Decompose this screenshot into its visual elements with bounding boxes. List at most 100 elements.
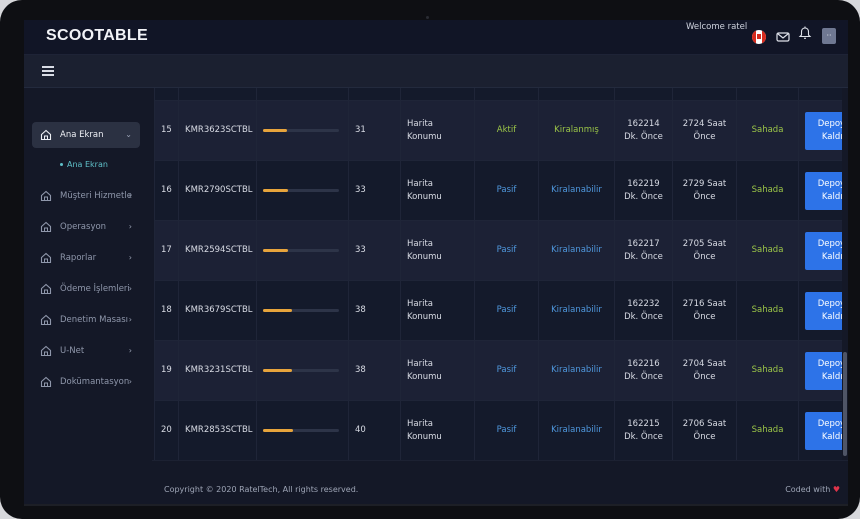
location-cell[interactable]: Harita Konumu bbox=[400, 100, 475, 161]
location-line-1: Harita bbox=[407, 418, 433, 429]
battery-bar-fill bbox=[263, 309, 292, 312]
location-line-2: Konumu bbox=[407, 431, 442, 442]
battery-cell bbox=[256, 280, 349, 341]
last-update-value: 162214 bbox=[627, 118, 660, 129]
sidebar-item-2[interactable]: Müşteri Hizmetle › bbox=[32, 183, 140, 209]
sidebar-item-8[interactable]: Dokümantasyon › bbox=[32, 369, 140, 395]
battery-bar-fill bbox=[263, 429, 294, 432]
last-update-cell: 162214 Dk. Önce bbox=[614, 100, 673, 161]
canada-flag-icon[interactable] bbox=[752, 30, 766, 44]
battery-cell bbox=[256, 400, 349, 460]
rent-status: Kiralanabilir bbox=[538, 160, 615, 221]
mail-icon[interactable] bbox=[776, 30, 790, 44]
move-to-depot-button[interactable]: Depoya Kaldır bbox=[805, 351, 844, 390]
last-update-unit: Dk. Önce bbox=[624, 431, 663, 442]
move-to-depot-button[interactable]: Depoya Kaldır bbox=[805, 111, 844, 150]
scrollbar-thumb[interactable] bbox=[843, 352, 847, 456]
battery-bar bbox=[263, 189, 339, 192]
move-to-depot-button[interactable]: Depoya Kaldır bbox=[805, 411, 844, 450]
status-badge: Pasif bbox=[474, 280, 539, 341]
location-cell[interactable]: Harita Konumu bbox=[400, 400, 475, 460]
user-avatar[interactable]: ·· bbox=[822, 28, 836, 44]
location-cell[interactable]: Harita Konumu bbox=[400, 340, 475, 401]
welcome-text: Welcome ratel bbox=[686, 22, 748, 32]
status-badge: Pasif bbox=[474, 220, 539, 281]
sidebar-item-5[interactable]: Ödeme İşlemleri › bbox=[32, 276, 140, 302]
chevron-icon: › bbox=[128, 253, 132, 262]
scrollbar-track[interactable] bbox=[842, 88, 847, 460]
hours-cell: 2705 Saat Önce bbox=[672, 220, 737, 281]
sidebar-item-label: Ana Ekran bbox=[60, 130, 104, 140]
action-cell: Depoya Kaldır bbox=[798, 220, 844, 281]
move-to-depot-button[interactable]: Depoya Kaldır bbox=[805, 291, 844, 330]
hours-cell: 2724 Saat Önce bbox=[672, 100, 737, 161]
row-number: 16 bbox=[154, 160, 179, 221]
location-line-2: Konumu bbox=[407, 311, 442, 322]
button-line-1: Depoya bbox=[817, 178, 844, 189]
chevron-icon: › bbox=[128, 377, 132, 386]
chevron-icon: › bbox=[128, 222, 132, 231]
hours-value: 2704 Saat bbox=[682, 358, 727, 369]
last-update-unit: Dk. Önce bbox=[624, 191, 663, 202]
copyright-text: Copyright © 2020 RatelTech, All rights r… bbox=[164, 485, 359, 494]
sidebar: Ana Ekran ⌄ Müşteri Hizmetle › Operasyon › Rap… bbox=[24, 88, 152, 504]
scooter-code: KMR3231SCTBL bbox=[178, 340, 257, 401]
last-update-value: 162215 bbox=[627, 418, 660, 429]
heart-icon: ♥ bbox=[832, 485, 840, 494]
rent-status: Kiralanabilir bbox=[538, 340, 615, 401]
battery-bar bbox=[263, 129, 339, 132]
location-line-2: Konumu bbox=[407, 191, 442, 202]
table-row: 17 KMR2594SCTBL 33 Harita Konumu Pasif Kiralan… bbox=[154, 220, 844, 281]
last-update-unit: Dk. Önce bbox=[624, 131, 663, 142]
brand-logo[interactable]: SCOOTABLE bbox=[46, 27, 148, 44]
rent-status: Kiralanabilir bbox=[538, 220, 615, 281]
location-line-2: Konumu bbox=[407, 251, 442, 262]
home-icon bbox=[40, 221, 52, 233]
move-to-depot-button[interactable]: Depoya Kaldır bbox=[805, 231, 844, 270]
sidebar-item-1[interactable]: Ana Ekran ⌄ bbox=[32, 122, 140, 148]
rent-status: Kiralanabilir bbox=[538, 400, 615, 460]
battery-bar bbox=[263, 369, 339, 372]
hours-unit: Önce bbox=[693, 371, 716, 382]
last-update-unit: Dk. Önce bbox=[624, 311, 663, 322]
move-to-depot-button[interactable]: Depoya Kaldır bbox=[805, 171, 844, 210]
battery-value: 38 bbox=[348, 340, 401, 401]
location-line-2: Konumu bbox=[407, 131, 442, 142]
chevron-icon: › bbox=[128, 191, 132, 200]
button-line-1: Depoya bbox=[817, 238, 844, 249]
location-cell[interactable]: Harita Konumu bbox=[400, 280, 475, 341]
row-number: 19 bbox=[154, 340, 179, 401]
bell-icon[interactable] bbox=[798, 26, 812, 40]
place-status: Sahada bbox=[736, 400, 799, 460]
table-row: 19 KMR3231SCTBL 38 Harita Konumu Pasif Kiralan… bbox=[154, 340, 844, 401]
sidebar-item-label: Dokümantasyon bbox=[60, 377, 130, 387]
battery-bar-fill bbox=[263, 249, 289, 252]
home-icon bbox=[40, 345, 52, 357]
place-status: Sahada bbox=[736, 220, 799, 281]
sidebar-item-7[interactable]: U-Net › bbox=[32, 338, 140, 364]
chevron-icon: ⌄ bbox=[125, 130, 132, 139]
location-cell[interactable]: Harita Konumu bbox=[400, 160, 475, 221]
sidebar-subitem-ana-ekran[interactable]: Ana Ekran bbox=[60, 160, 108, 169]
location-line-1: Harita bbox=[407, 298, 433, 309]
place-status: Sahada bbox=[736, 100, 799, 161]
scooter-code: KMR3623SCTBL bbox=[178, 100, 257, 161]
battery-value: 33 bbox=[348, 160, 401, 221]
last-update-value: 162219 bbox=[627, 178, 660, 189]
scooter-code: KMR2594SCTBL bbox=[178, 220, 257, 281]
battery-value: 40 bbox=[348, 400, 401, 460]
hours-unit: Önce bbox=[693, 311, 716, 322]
place-status: Sahada bbox=[736, 160, 799, 221]
location-cell[interactable]: Harita Konumu bbox=[400, 220, 475, 281]
sidebar-item-3[interactable]: Operasyon › bbox=[32, 214, 140, 240]
sidebar-item-4[interactable]: Raporlar › bbox=[32, 245, 140, 271]
last-update-value: 162216 bbox=[627, 358, 660, 369]
last-update-unit: Dk. Önce bbox=[624, 371, 663, 382]
status-badge: Pasif bbox=[474, 400, 539, 460]
sidebar-item-6[interactable]: Denetim Masası › bbox=[32, 307, 140, 333]
home-icon bbox=[40, 252, 52, 264]
sidebar-item-label: U-Net bbox=[60, 346, 85, 356]
sidebar-item-label: Ödeme İşlemleri bbox=[60, 284, 130, 294]
hamburger-menu-icon[interactable] bbox=[42, 66, 54, 76]
button-line-1: Depoya bbox=[817, 298, 844, 309]
